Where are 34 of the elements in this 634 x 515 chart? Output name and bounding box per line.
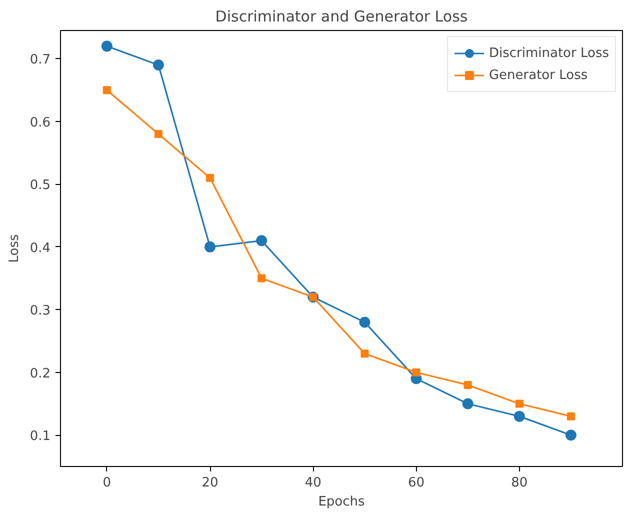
x-axis-title: Epochs bbox=[318, 494, 366, 510]
point bbox=[256, 235, 268, 246]
y-tick-label: 0.2 bbox=[30, 366, 51, 382]
point bbox=[359, 316, 370, 328]
point bbox=[152, 60, 164, 70]
x-tick-label: 20 bbox=[202, 476, 218, 490]
x-tick-label: 40 bbox=[304, 476, 322, 490]
point bbox=[514, 410, 525, 422]
y-tick-label: 0.6 bbox=[30, 115, 51, 130]
y-tick-label: 0.3 bbox=[30, 304, 51, 319]
point bbox=[566, 412, 575, 420]
point bbox=[412, 368, 420, 376]
x-tick-label: 80 bbox=[511, 476, 528, 490]
legend-label: Discriminator Loss bbox=[488, 46, 609, 60]
x-tick-label: 0 bbox=[102, 476, 112, 490]
point bbox=[258, 274, 266, 282]
y-tick-label: 0.4 bbox=[30, 240, 51, 256]
point bbox=[204, 241, 216, 252]
point bbox=[515, 400, 524, 408]
point bbox=[206, 174, 214, 182]
y-tick-label: 0.1 bbox=[30, 429, 51, 444]
chart-title: Discriminator and Generator Loss bbox=[215, 8, 468, 26]
legend-label: Generator Loss bbox=[488, 68, 588, 82]
y-axis-title: Loss bbox=[6, 234, 22, 263]
point bbox=[565, 430, 576, 441]
x-tick-label: 60 bbox=[408, 476, 425, 490]
point bbox=[360, 350, 369, 358]
point bbox=[101, 40, 112, 52]
y-tick-label: 0.7 bbox=[30, 52, 51, 68]
point bbox=[102, 86, 111, 94]
point bbox=[464, 380, 472, 389]
point bbox=[154, 130, 162, 138]
y-tick-label: 0.5 bbox=[30, 178, 51, 194]
point bbox=[462, 398, 474, 410]
